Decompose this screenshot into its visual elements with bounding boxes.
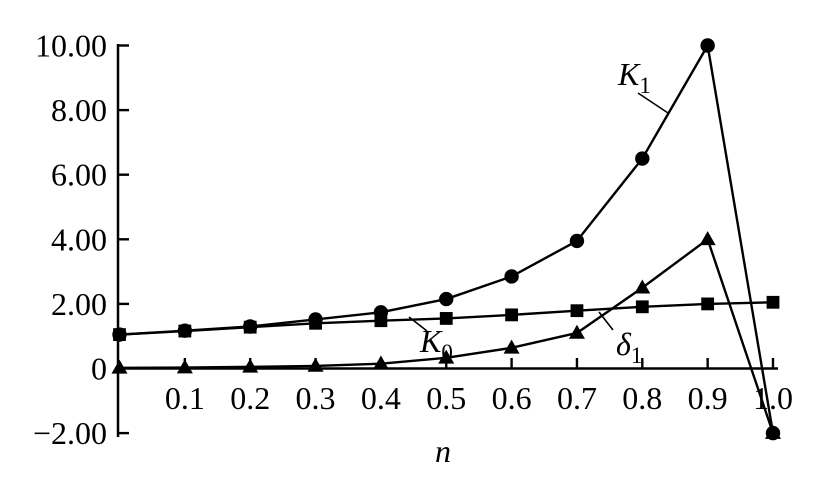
y-tick-label: 10.00 [35, 28, 107, 64]
x-axis-title: n [435, 433, 451, 469]
series-delta1-marker [372, 355, 389, 370]
y-tick-label: 2.00 [51, 286, 107, 322]
series-delta1-leader-line [598, 311, 614, 331]
series-K1-marker [504, 269, 519, 284]
series-K0-marker [635, 300, 649, 314]
series-K0-marker [766, 295, 780, 309]
x-tick-label: 0.3 [296, 380, 336, 416]
series-K0-marker [374, 314, 388, 328]
series-K0-marker [178, 324, 192, 338]
x-tick-label: 1.0 [753, 380, 793, 416]
series-K0-marker [113, 328, 126, 341]
series-K1-marker [439, 291, 454, 307]
series-K1-marker [635, 151, 650, 166]
series-delta1-marker [242, 358, 259, 373]
data-series [111, 38, 781, 441]
series-annotations: K1 K0 δ1 [408, 56, 669, 368]
series-delta1-marker [176, 359, 193, 374]
series-delta1-marker [568, 324, 585, 339]
series-K1-leader-line [637, 92, 669, 114]
x-tick-label: 0.5 [426, 380, 466, 416]
y-tick-label: 4.00 [51, 221, 107, 257]
series-K0-marker [570, 304, 584, 318]
y-tick-label: 6.00 [51, 157, 107, 193]
x-tick-label: 0.1 [165, 380, 205, 416]
series-delta1-label: δ1 [616, 326, 642, 368]
axis-tick-labels: 10.00 8.00 6.00 4.00 2.00 0 −2.00 0.1 0.2 0.3 0.4 0… [33, 28, 793, 452]
series-K0-marker [505, 308, 518, 322]
series-K1-label: K1 [617, 56, 651, 98]
x-tick-label: 0.8 [622, 380, 662, 416]
series-K1-marker [700, 38, 715, 53]
series-K1-line [119, 44, 775, 434]
series-delta1-marker [765, 424, 781, 439]
series-K0-marker [309, 316, 322, 330]
series-delta1-marker [438, 349, 455, 364]
series-delta1-marker [699, 231, 716, 246]
x-tick-label: 0.6 [492, 380, 532, 416]
x-tick-label: 0.4 [361, 380, 401, 416]
axes [116, 44, 778, 437]
series-K0-marker [701, 297, 715, 311]
y-tick-label: 8.00 [51, 92, 107, 128]
x-tick-label: 0.7 [557, 380, 597, 416]
series-K1-marker [569, 233, 585, 249]
series-K0-leader-line [408, 316, 428, 332]
series-K0-marker [439, 312, 453, 325]
series-delta1-marker [503, 339, 520, 354]
series-K0-label: K0 [419, 323, 453, 365]
y-tick-label: 0 [91, 351, 107, 387]
series-delta1-marker [307, 357, 324, 372]
series-delta1-marker [111, 359, 128, 374]
series-delta1-marker [634, 279, 651, 294]
y-tick-label: −2.00 [33, 415, 107, 451]
x-tick-label: 0.9 [688, 380, 728, 416]
x-tick-label: 0.2 [230, 380, 270, 416]
series-K0-marker [243, 320, 257, 334]
